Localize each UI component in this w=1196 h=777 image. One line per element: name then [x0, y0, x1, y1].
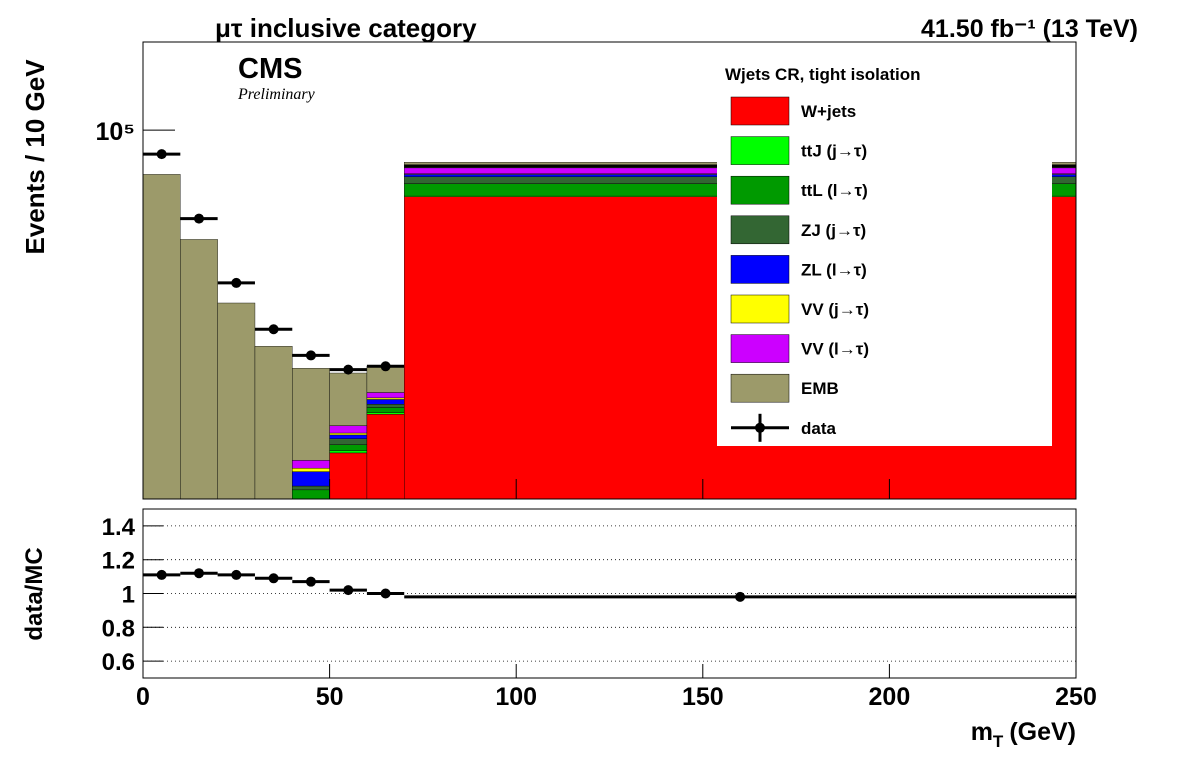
- legend: Wjets CR, tight isolation W+jets ttJ (j→τ)…: [717, 52, 1052, 446]
- histogram-segment: [292, 460, 330, 469]
- histogram-segment: [329, 450, 368, 454]
- histogram-segment: [366, 414, 405, 500]
- ratio-point: [268, 573, 279, 584]
- legend-swatch: [730, 334, 790, 363]
- histogram-segment: [292, 471, 330, 487]
- legend-swatch: [730, 96, 790, 126]
- x-axis-label: mT (GeV): [971, 718, 1076, 751]
- histogram-segment: [292, 489, 330, 500]
- legend-swatch: [730, 373, 790, 403]
- ratio-point: [193, 568, 204, 579]
- ratio-y-tick-label: 0.6: [102, 649, 135, 676]
- histogram-segment: [217, 302, 256, 500]
- x-tick-label: 50: [316, 683, 344, 711]
- legend-label: EMB: [801, 379, 839, 398]
- legend-data-marker: [755, 422, 765, 433]
- ratio-point: [156, 569, 167, 580]
- y-tick-label: 10⁵: [95, 118, 135, 146]
- x-label-symbol: m: [971, 718, 993, 746]
- histogram-segment: [292, 467, 330, 472]
- histogram-segment: [329, 452, 368, 500]
- ratio-y-tick-label: 1: [122, 582, 135, 609]
- data-point: [343, 364, 354, 375]
- x-label-unit: (GeV): [1009, 718, 1076, 746]
- chart-title: μτ inclusive category: [215, 13, 477, 43]
- histogram-segment: [329, 425, 368, 434]
- histogram-segment: [329, 444, 368, 452]
- histogram-segment: [366, 392, 405, 399]
- x-tick-label: 100: [495, 683, 537, 711]
- ratio-point: [380, 588, 391, 599]
- legend-title: Wjets CR, tight isolation: [725, 65, 921, 84]
- ratio-y-tick-label: 1.4: [102, 514, 136, 541]
- legend-label: data: [801, 419, 837, 438]
- histogram-segment: [366, 407, 405, 413]
- legend-label: VV (l→τ): [801, 340, 869, 359]
- x-tick-label: 200: [869, 683, 911, 711]
- ratio-point: [231, 569, 242, 580]
- main-frame: [142, 41, 1077, 500]
- histogram-segment: [366, 412, 405, 415]
- histogram-segment: [292, 368, 330, 461]
- legend-label: VV (j→τ): [801, 300, 869, 319]
- legend-label: ZJ (j→τ): [801, 221, 866, 240]
- experiment-label: CMS: [238, 53, 302, 85]
- legend-swatch: [730, 215, 790, 245]
- histogram-segment: [180, 239, 218, 500]
- legend-swatch: [730, 294, 790, 324]
- legend-swatch: [730, 136, 790, 165]
- histogram-segment: [254, 346, 293, 500]
- histogram-segment: [142, 174, 181, 500]
- histogram-segment: [292, 485, 330, 491]
- ratio-point: [343, 585, 354, 596]
- x-tick-label: 0: [136, 683, 150, 711]
- legend-label: W+jets: [801, 102, 856, 121]
- histogram-segment: [329, 432, 368, 436]
- status-label: Preliminary: [237, 86, 316, 103]
- histogram-segment: [366, 397, 405, 400]
- legend-label: ttJ (j→τ): [801, 142, 867, 161]
- ratio-point: [305, 576, 316, 587]
- histogram-segment: [329, 372, 368, 426]
- histogram-segment: [329, 434, 368, 439]
- ratio-point: [735, 591, 746, 602]
- data-point: [268, 324, 279, 335]
- legend-label: ZL (l→τ): [801, 260, 867, 279]
- data-point: [156, 149, 167, 160]
- legend-swatch: [730, 255, 790, 284]
- histogram-segment: [366, 404, 405, 408]
- legend-label: ttL (l→τ): [801, 181, 868, 200]
- data-point: [231, 277, 242, 288]
- y-axis-label: Events / 10 GeV: [20, 59, 50, 255]
- ratio-y-tick-label: 1.2: [102, 548, 135, 575]
- ratio-y-axis-label: data/MC: [21, 547, 48, 640]
- histogram-segment: [329, 438, 368, 445]
- ratio-y-tick-label: 0.8: [102, 615, 135, 642]
- histogram-segment: [366, 399, 405, 405]
- lumi-label: 41.50 fb⁻¹ (13 TeV): [921, 15, 1138, 43]
- legend-swatch: [730, 175, 790, 205]
- x-tick-label: 250: [1055, 683, 1097, 711]
- x-label-subscript: T: [993, 732, 1004, 751]
- data-point: [305, 350, 316, 361]
- data-point: [193, 213, 204, 224]
- x-tick-label: 150: [682, 683, 724, 711]
- ratio-frame: [142, 508, 1077, 679]
- data-point: [380, 361, 391, 372]
